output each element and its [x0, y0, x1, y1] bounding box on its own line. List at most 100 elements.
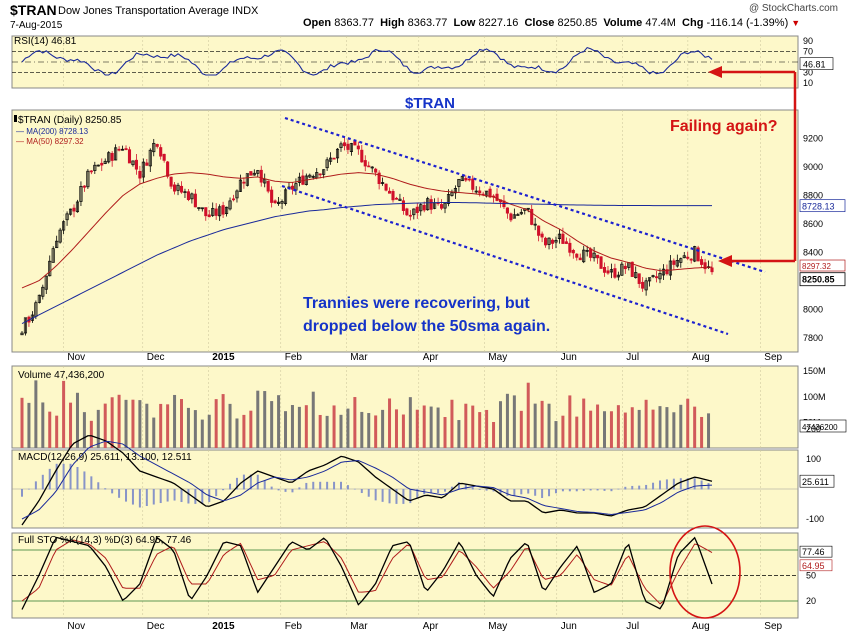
volume-bar [117, 394, 121, 448]
price-candle-body [630, 261, 634, 277]
price-candle-body [377, 172, 381, 184]
ma50-line [21, 172, 713, 289]
price-candle-body [68, 208, 73, 215]
price-candle-body [349, 143, 353, 152]
volume-bar [582, 398, 586, 448]
macd-histogram-bar [437, 489, 440, 494]
volume-bar [665, 407, 669, 448]
volume-bar [89, 420, 93, 448]
price-candle-body [620, 263, 624, 276]
volume-bar [96, 409, 100, 448]
volume-bar [603, 411, 607, 448]
volume-bar [561, 415, 565, 448]
volume-value: 47.4M [645, 17, 676, 29]
price-candle-body [152, 142, 156, 153]
macd-histogram-bar [693, 478, 696, 490]
macd-histogram-bar [138, 489, 141, 508]
volume-bar [519, 410, 523, 448]
price-candle-body [62, 221, 66, 231]
macd-histogram-bar [48, 468, 51, 490]
macd-histogram-bar [645, 484, 648, 490]
macd-histogram-bar [610, 489, 613, 492]
volume-bar [443, 417, 447, 448]
price-candle-body [86, 170, 90, 188]
ma200-line [21, 202, 712, 324]
volume-bar [145, 403, 149, 448]
volume-bar [415, 409, 419, 448]
macd-histogram-bar [312, 481, 315, 490]
price-candle-body [460, 175, 464, 182]
high-label: High [380, 17, 405, 29]
macd-y-tick: 100 [806, 454, 821, 464]
price-candle-body [256, 170, 260, 174]
volume-bar [256, 390, 260, 448]
macd-histogram-bar [131, 489, 134, 505]
x-tick-label-price: Nov [67, 352, 85, 363]
sto-d-label: 64.95 [802, 561, 825, 571]
rsi-y-tick: 90 [803, 36, 813, 46]
price-candle-body [214, 208, 218, 216]
macd-histogram-bar [256, 474, 259, 490]
price-candle-body [280, 201, 284, 204]
price-candle-body [166, 161, 170, 177]
x-tick-label-price: Dec [147, 352, 165, 363]
volume-label: Volume [603, 17, 643, 29]
macd-histogram-bar [326, 481, 329, 490]
close-label: Close [524, 17, 555, 29]
volume-bar [492, 421, 496, 448]
price-legend-swatch [14, 115, 17, 122]
volume-bar [609, 411, 613, 448]
volume-bar [464, 403, 468, 448]
price-candle-body [384, 183, 388, 191]
x-tick-label-sto: Mar [350, 621, 368, 632]
macd-histogram-bar [430, 489, 433, 494]
macd-histogram-bar [34, 481, 37, 490]
volume-bar [346, 408, 350, 448]
macd-histogram-bar [346, 485, 349, 490]
price-candle-body [415, 206, 419, 214]
price-candle-body [422, 204, 426, 211]
macd-histogram-bar [69, 463, 72, 490]
volume-bar [138, 400, 142, 448]
price-candle-body [221, 205, 225, 215]
close-value-label: 8250.85 [802, 275, 835, 285]
price-candle-body [554, 239, 558, 243]
price-candle-body [665, 269, 669, 275]
price-candle-body [117, 148, 121, 151]
price-candle-body [419, 204, 423, 212]
macd-histogram-bar [367, 489, 370, 497]
macd-histogram-bar [457, 482, 460, 490]
price-candle-body [582, 249, 586, 263]
price-candle-body [270, 189, 274, 203]
macd-histogram-bar [652, 482, 655, 490]
price-candle-body [183, 191, 187, 194]
price-candle-body [644, 280, 648, 291]
price-candle-body [450, 192, 454, 196]
price-candle-body [89, 170, 93, 173]
volume-bar [589, 410, 593, 448]
index-full-name: Dow Jones Transportation Average [58, 5, 230, 17]
volume-bar [616, 405, 620, 448]
macd-histogram-bar [21, 489, 23, 497]
volume-bar [186, 407, 190, 448]
price-candle-body [360, 149, 364, 163]
volume-bar [512, 395, 516, 448]
volume-bar [533, 403, 537, 448]
price-y-tick: 9200 [803, 133, 823, 143]
macd-histogram-bar [145, 489, 148, 506]
price-candle-body [589, 248, 593, 258]
price-candle-body [568, 242, 572, 253]
volume-bar [429, 406, 433, 448]
price-candle-body [329, 157, 333, 162]
macd-histogram-bar [478, 489, 481, 490]
macd-histogram-bar [624, 486, 627, 490]
price-candle-body [332, 157, 336, 160]
price-y-tick: 8400 [803, 247, 823, 257]
price-candle-body [387, 190, 392, 194]
price-candle-body [547, 237, 551, 245]
sto-y-tick: 20 [806, 596, 816, 606]
volume-bar [693, 406, 697, 448]
price-candle-body [648, 277, 652, 282]
price-candle-body [467, 178, 471, 181]
volume-bar [48, 411, 52, 448]
